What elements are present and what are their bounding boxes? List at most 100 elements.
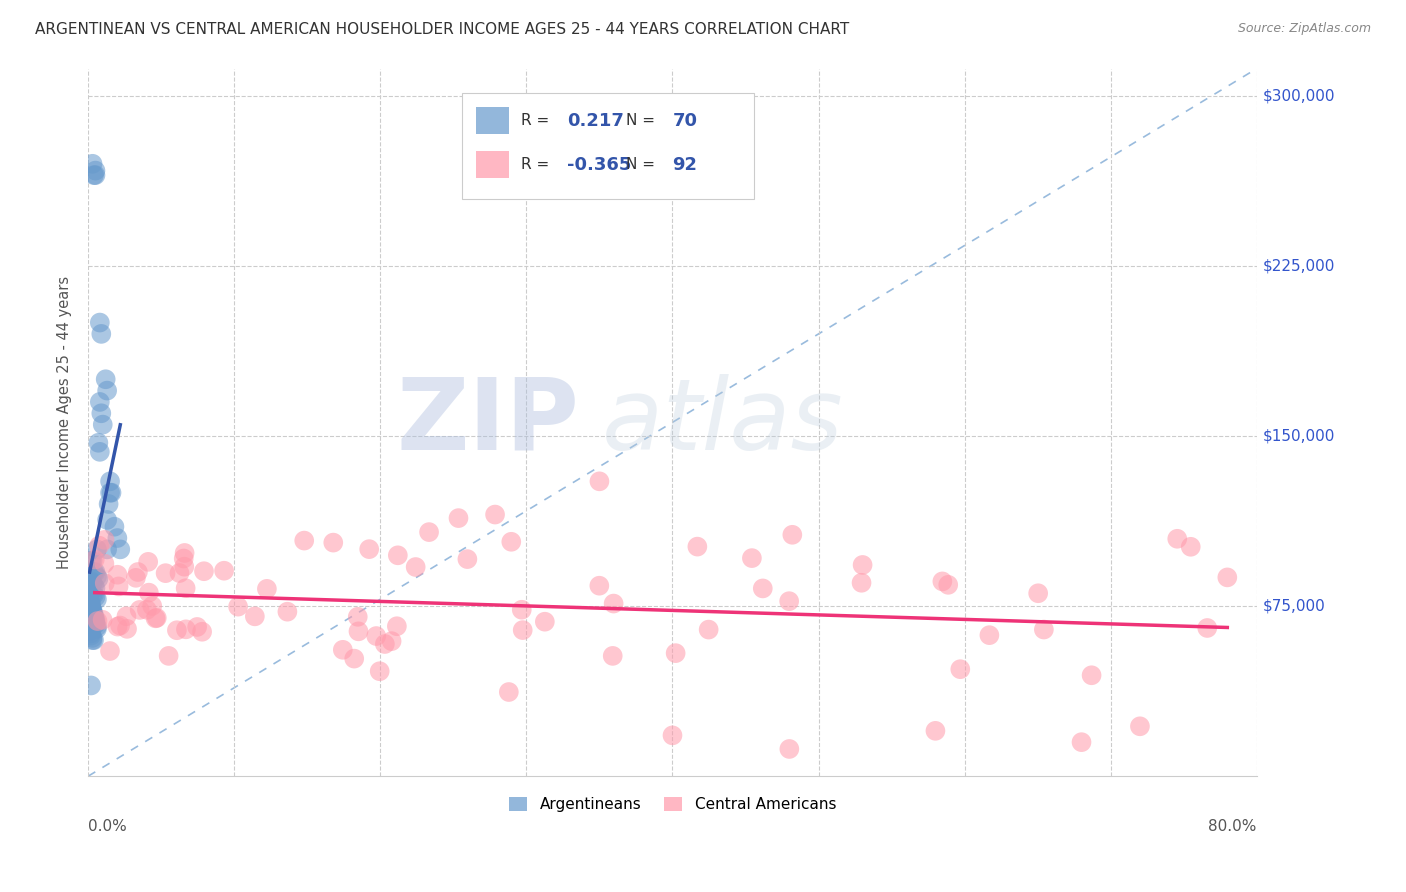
Central Americans [1070,735,1092,749]
FancyBboxPatch shape [463,94,754,200]
Central Americans [343,651,366,665]
Argentineans [80,629,103,643]
Central Americans [226,599,249,614]
Argentineans [80,583,103,598]
Argentineans [97,497,120,511]
Argentineans [89,395,111,409]
Argentineans [82,576,104,591]
Argentineans [83,168,105,182]
Central Americans [89,539,111,553]
Argentineans [83,610,105,624]
Central Americans [368,664,391,678]
Central Americans [146,611,169,625]
Argentineans [91,417,114,432]
Central Americans [155,566,177,581]
Central Americans [588,475,610,489]
Text: N =: N = [626,157,659,172]
Central Americans [782,528,804,542]
Text: 0.0%: 0.0% [89,819,127,834]
Text: Source: ZipAtlas.com: Source: ZipAtlas.com [1237,22,1371,36]
Central Americans [512,623,534,637]
Central Americans [256,582,278,596]
Central Americans [1166,532,1188,546]
Argentineans [84,168,107,182]
Central Americans [191,624,214,639]
Central Americans [292,533,315,548]
Central Americans [686,540,709,554]
Central Americans [346,609,368,624]
Central Americans [697,623,720,637]
Argentineans [84,163,107,178]
Argentineans [86,542,108,557]
Central Americans [385,619,408,633]
Central Americans [115,609,138,624]
Central Americans [931,574,953,589]
Central Americans [1032,623,1054,637]
Argentineans [80,597,103,611]
Central Americans [212,564,235,578]
Central Americans [141,599,163,613]
Central Americans [979,628,1001,642]
Argentineans [98,475,121,489]
Central Americans [169,566,191,580]
Central Americans [93,533,115,547]
Argentineans [86,569,108,583]
Central Americans [741,551,763,566]
Argentineans [82,604,104,618]
Central Americans [127,565,149,579]
Central Americans [661,728,683,742]
Central Americans [107,579,129,593]
Central Americans [447,511,470,525]
Argentineans [105,531,128,545]
Central Americans [359,542,381,557]
Central Americans [851,575,873,590]
Argentineans [80,626,103,640]
Central Americans [665,646,688,660]
Central Americans [1180,540,1202,554]
Argentineans [79,624,101,638]
Argentineans [82,604,104,618]
Argentineans [86,622,108,636]
Text: $225,000: $225,000 [1263,259,1336,273]
Central Americans [107,619,129,633]
Central Americans [332,642,354,657]
Argentineans [86,619,108,633]
Argentineans [82,588,104,602]
Argentineans [100,485,122,500]
Argentineans [86,592,108,607]
Central Americans [173,546,195,560]
Argentineans [103,519,125,533]
Central Americans [83,552,105,566]
Argentineans [83,588,105,602]
Central Americans [484,508,506,522]
Central Americans [852,558,875,572]
Central Americans [322,535,344,549]
Central Americans [94,576,117,591]
Central Americans [108,618,131,632]
Argentineans [80,601,103,615]
Text: $300,000: $300,000 [1263,88,1336,103]
Text: ZIP: ZIP [396,374,579,471]
Central Americans [1129,719,1152,733]
Text: $75,000: $75,000 [1263,599,1326,614]
Argentineans [80,599,103,613]
Argentineans [84,617,107,632]
Legend: Argentineans, Central Americans: Argentineans, Central Americans [503,791,842,818]
Text: 70: 70 [672,112,697,130]
Text: ARGENTINEAN VS CENTRAL AMERICAN HOUSEHOLDER INCOME AGES 25 - 44 YEARS CORRELATIO: ARGENTINEAN VS CENTRAL AMERICAN HOUSEHOL… [35,22,849,37]
Argentineans [83,608,105,623]
Argentineans [80,678,103,692]
Argentineans [84,590,107,604]
Central Americans [1216,570,1239,584]
Argentineans [80,554,103,568]
Argentineans [84,615,107,629]
Argentineans [82,554,104,568]
Central Americans [243,609,266,624]
Central Americans [602,648,624,663]
Central Americans [125,571,148,585]
Text: 92: 92 [672,156,697,174]
Central Americans [1197,621,1219,635]
Argentineans [84,613,107,627]
Argentineans [94,372,117,386]
Central Americans [501,534,523,549]
